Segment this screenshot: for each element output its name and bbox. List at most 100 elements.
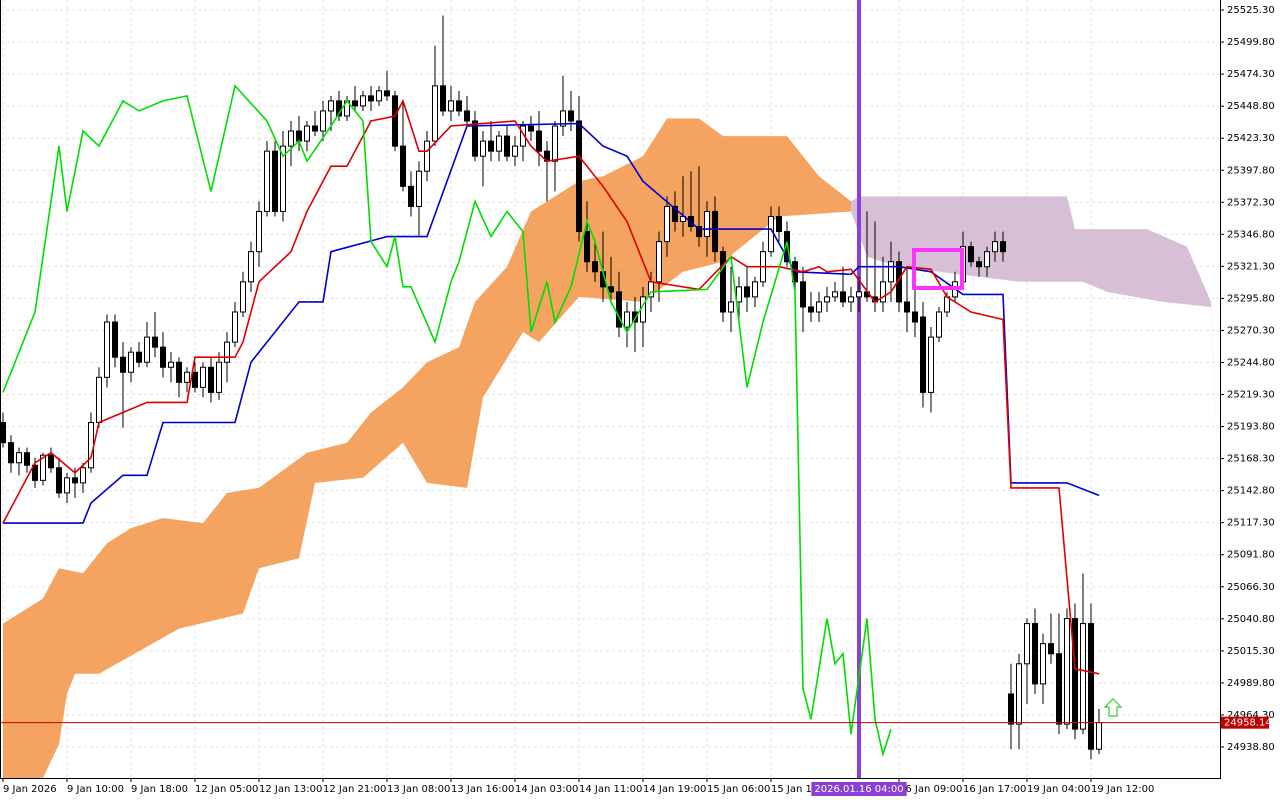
candle-body xyxy=(1032,623,1038,685)
candle-body xyxy=(288,130,294,147)
candle-body xyxy=(984,251,990,268)
plot-area xyxy=(0,0,1220,778)
candle-body xyxy=(480,140,486,157)
candle-body xyxy=(136,351,142,363)
candle-body xyxy=(712,210,718,253)
x-tick-label: 19 Jan 04:00 xyxy=(1027,784,1090,795)
x-tick-label: 12 Jan 13:00 xyxy=(259,784,322,795)
candle-body xyxy=(944,296,950,313)
candle-body xyxy=(424,140,430,172)
candle-body xyxy=(152,336,158,348)
candle-body xyxy=(768,215,774,253)
candle-body xyxy=(72,477,78,484)
y-tick-label: 25193.80 xyxy=(1227,422,1275,433)
candle-body xyxy=(592,261,598,273)
y-tick-label: 25040.80 xyxy=(1227,614,1275,625)
candle-body xyxy=(200,366,206,388)
candle-body xyxy=(632,311,638,323)
candle-body xyxy=(552,125,558,162)
y-tick-label: 25499.80 xyxy=(1227,37,1275,48)
candle-body xyxy=(24,452,30,466)
x-tick-label: 12 Jan 21:00 xyxy=(323,784,386,795)
candle-body xyxy=(704,210,710,238)
candle-body xyxy=(1048,643,1054,655)
candle-body xyxy=(736,286,742,303)
y-tick-label: 25015.30 xyxy=(1227,646,1275,657)
candle-body xyxy=(848,296,854,303)
x-tick-label: 9 Jan 10:00 xyxy=(67,784,124,795)
candle-body xyxy=(104,321,110,378)
candle-body xyxy=(744,286,750,298)
candle-body xyxy=(888,261,894,283)
candle-body xyxy=(168,361,174,368)
candle-body xyxy=(456,100,462,112)
candle-body xyxy=(40,454,46,481)
y-tick-label: 25474.30 xyxy=(1227,69,1275,80)
candle-body xyxy=(904,301,910,313)
candle-body xyxy=(184,371,190,383)
candle-body xyxy=(192,371,198,388)
candle-body xyxy=(1088,623,1094,750)
candle-body xyxy=(80,467,86,484)
candle-body xyxy=(296,130,302,142)
y-tick-label: 25168.30 xyxy=(1227,454,1275,465)
candle-body xyxy=(1072,618,1078,730)
candle-body xyxy=(672,205,678,223)
candle-body xyxy=(360,95,366,107)
candle-body xyxy=(128,351,134,373)
candle-body xyxy=(496,135,502,152)
indicator-line xyxy=(2,98,1100,675)
x-tick-label: 14 Jan 19:00 xyxy=(643,784,706,795)
candle-body xyxy=(608,286,614,293)
candle-body xyxy=(560,110,566,127)
x-tick-label: 16 Jan 17:00 xyxy=(963,784,1026,795)
x-tick-label: 19 Jan 12:00 xyxy=(1091,784,1154,795)
x-tick-label: 15 Jan 06:00 xyxy=(707,784,770,795)
candle-body xyxy=(376,90,382,102)
ichimoku-cloud xyxy=(851,196,1219,488)
candle-body xyxy=(568,110,574,122)
candle-body xyxy=(328,100,334,112)
y-tick-label: 25372.30 xyxy=(1227,197,1275,208)
candle-body xyxy=(320,110,326,132)
annotations xyxy=(912,248,1123,717)
y-tick-label: 25397.80 xyxy=(1227,165,1275,176)
candle-body xyxy=(8,442,14,464)
indicator-line xyxy=(2,84,892,758)
candle-body xyxy=(624,311,630,328)
candle-body xyxy=(696,226,702,238)
ichimoku-cloud xyxy=(3,118,851,778)
candle-body xyxy=(928,336,934,393)
candle-body xyxy=(56,467,62,494)
candle-body xyxy=(832,291,838,298)
y-tick-label: 24964.30 xyxy=(1227,710,1275,721)
candle-body xyxy=(504,135,510,157)
candle-body xyxy=(280,145,286,212)
candle-body xyxy=(616,291,622,328)
candle-body xyxy=(352,100,358,107)
candle-body xyxy=(512,145,518,157)
candle-body xyxy=(920,316,926,393)
candle-body xyxy=(776,215,782,233)
candle-body xyxy=(752,281,758,298)
candle-body xyxy=(968,246,974,263)
candle-body xyxy=(1008,693,1014,725)
candle-body xyxy=(16,452,22,464)
candle-body xyxy=(272,150,278,212)
candle-body xyxy=(120,356,126,373)
candle-body xyxy=(816,301,822,313)
y-tick-label: 25295.80 xyxy=(1227,293,1275,304)
candle-body xyxy=(464,110,470,122)
candle-body xyxy=(312,125,318,132)
candle-body xyxy=(432,85,438,142)
candle-body xyxy=(880,281,886,303)
candle-body xyxy=(856,291,862,298)
candle-body xyxy=(208,366,214,393)
x-tick-label: 16 Jan 09:00 xyxy=(899,784,962,795)
candle-body xyxy=(216,361,222,393)
candle-body xyxy=(808,306,814,313)
indicator-line xyxy=(3,122,1100,524)
y-tick-label: 25066.30 xyxy=(1227,582,1275,593)
